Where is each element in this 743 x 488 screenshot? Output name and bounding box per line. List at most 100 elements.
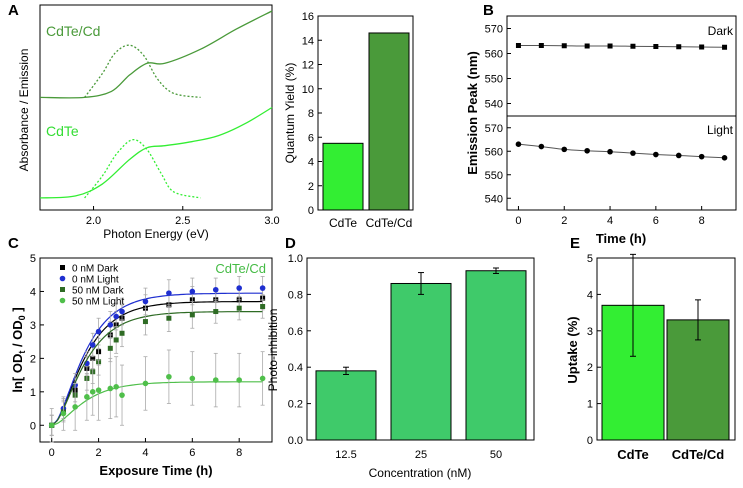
- legend-label: 0 nM Light: [72, 275, 119, 286]
- emission-xtick-label: 0: [515, 215, 521, 227]
- qy-ytick-label: 0: [308, 205, 314, 217]
- kinetics-point: [212, 286, 219, 293]
- kinetics-point: [189, 288, 196, 295]
- qy-ytick-label: 10: [302, 84, 314, 96]
- legend-marker: [60, 265, 65, 270]
- qy-ytick-label: 12: [302, 60, 314, 72]
- spectrum-curve: [84, 44, 201, 99]
- photo-category-label: 50: [490, 449, 502, 461]
- emission-point-light: [698, 153, 705, 160]
- qy-ytick-label: 2: [308, 181, 314, 193]
- kinetics-ytick-label: 4: [30, 286, 36, 298]
- kinetics-point: [113, 337, 119, 343]
- spectrum-curve: [84, 139, 201, 199]
- uptake-ytick-label: 3: [587, 326, 593, 338]
- kinetics-point: [119, 308, 125, 315]
- kinetics-point: [107, 322, 114, 328]
- emission-xtick-label: 6: [653, 215, 659, 227]
- emission-point-light: [515, 141, 522, 147]
- emission-point-light: [721, 155, 728, 161]
- emission-bottom-ytick-label: 570: [485, 123, 503, 135]
- kinetics-ytick-label: 0: [30, 420, 36, 432]
- spectra-xtick-label: 2.5: [175, 215, 190, 227]
- emission-point-dark: [699, 44, 705, 50]
- kinetics-point: [84, 394, 90, 400]
- legend-marker: [60, 287, 65, 292]
- emission-point-light: [584, 147, 590, 154]
- spectrum-curve: [39, 106, 273, 199]
- kinetics-point: [113, 384, 119, 390]
- kinetics-point: [166, 373, 172, 380]
- legend-marker: [59, 275, 66, 282]
- label-cdte-cd: CdTe/Cd: [46, 23, 100, 39]
- kinetics-point: [107, 385, 114, 392]
- spectra-chart: 2.0 2.5 3.0 CdTe/Cd CdTe Photon Energy (eV…: [17, 4, 280, 241]
- qy-category-label: CdTe/Cd: [366, 216, 413, 230]
- kinetics-point: [95, 387, 102, 393]
- photo-bar: [315, 370, 377, 441]
- photo-category-label: 12.5: [335, 449, 356, 461]
- emission-point-light: [675, 152, 682, 159]
- kinetics-point: [259, 285, 266, 291]
- emission-top-ytick-label: 570: [485, 24, 503, 36]
- emission-xtick-label: 4: [607, 215, 613, 227]
- kinetics-xtick-label: 8: [236, 447, 242, 459]
- emission-line: [518, 143, 725, 159]
- panel-label-a: A: [8, 2, 19, 19]
- kinetics-point: [236, 285, 242, 291]
- spectra-y-axis-title: Absorbance / Emission: [17, 49, 31, 172]
- emission-top-ytick-label: 550: [485, 74, 503, 86]
- kinetics-xtick-label: 2: [96, 447, 102, 459]
- spectra-x-axis-title: Photon Energy (eV): [103, 227, 208, 241]
- photo-y-axis-title: Photo-inhibition: [266, 309, 280, 392]
- qy-ytick-label: 4: [308, 157, 314, 169]
- qy-bar: [368, 32, 410, 211]
- uptake-ytick-label: 2: [587, 362, 593, 374]
- emission-line: [518, 45, 725, 48]
- kinetics-point: [113, 313, 119, 320]
- photo-inhibition-chart: 12.5 25 50 0.0 0.2 0.4 0.6 0.8 1.0 Concentratio…: [266, 253, 535, 480]
- panel-label-c: C: [8, 235, 19, 252]
- emission-frame: [506, 15, 737, 211]
- photo-bar: [465, 270, 527, 441]
- qy-ytick-label: 16: [302, 11, 314, 23]
- emission-top-ytick-label: 540: [485, 99, 503, 111]
- emission-point-dark: [630, 43, 636, 49]
- qy-ytick-label: 6: [308, 132, 314, 144]
- panel-label-b: B: [483, 2, 494, 19]
- spectrum-curve: [39, 10, 273, 99]
- kinetics-point: [236, 305, 242, 311]
- kinetics-x-axis-title: Exposure Time (h): [99, 463, 212, 478]
- kinetics-point: [212, 377, 219, 383]
- kinetics-xtick-label: 4: [142, 447, 148, 459]
- kinetics-point: [89, 389, 96, 395]
- panel-label-e: E: [570, 235, 580, 252]
- emission-bottom-ytick-label: 550: [485, 170, 503, 182]
- qy-bar: [322, 142, 364, 211]
- photo-ytick-label: 0.8: [288, 289, 303, 301]
- kinetics-point: [95, 328, 102, 335]
- uptake-ytick-label: 1: [587, 399, 593, 411]
- uptake-ytick-label: 0: [587, 435, 593, 447]
- kinetics-fit-line: [51, 292, 263, 426]
- uptake-chart: CdTe CdTe/Cd 0 1 2 3 4 5 Uptake (%): [565, 253, 736, 462]
- kinetics-annotation: CdTe/Cd: [215, 261, 266, 276]
- kinetics-point: [142, 380, 149, 387]
- kinetics-point: [259, 375, 266, 382]
- emission-point-dark: [607, 43, 613, 49]
- kinetics-point: [213, 309, 219, 315]
- qy-category-label: CdTe: [329, 216, 357, 230]
- emission-bottom-ytick-label: 560: [485, 146, 503, 158]
- kinetics-fit-line: [51, 381, 263, 426]
- uptake-ytick-label: 5: [587, 253, 593, 265]
- uptake-frame: [596, 257, 736, 441]
- emission-point-dark: [676, 44, 682, 50]
- kinetics-ytick-label: 5: [30, 253, 36, 265]
- emission-point-light: [653, 151, 659, 158]
- light-label: Light: [707, 123, 734, 137]
- qy-ytick-label: 8: [308, 108, 314, 120]
- photo-ytick-label: 1.0: [288, 253, 303, 265]
